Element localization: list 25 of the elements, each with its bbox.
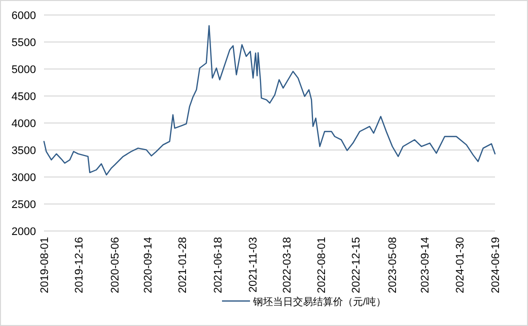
y-tick-label: 5000 bbox=[12, 64, 36, 76]
x-tick-label: 2022-12-15 bbox=[350, 237, 362, 294]
legend: 钢坯当日交易结算价（元/吨） bbox=[222, 297, 386, 308]
y-tick-label: 6000 bbox=[12, 10, 36, 22]
y-tick-label: 4000 bbox=[12, 118, 36, 130]
y-tick-label: 3500 bbox=[12, 145, 36, 157]
x-tick-label: 2021-06-18 bbox=[212, 237, 225, 294]
x-tick-label: 2022-08-01 bbox=[316, 237, 328, 294]
x-tick-label: 2019-08-01 bbox=[39, 237, 51, 294]
x-tick-label: 2023-09-14 bbox=[419, 237, 432, 294]
x-tick-label: 2019-12-16 bbox=[74, 237, 86, 294]
y-tick-label: 2500 bbox=[12, 199, 36, 211]
x-tick-label: 2020-05-06 bbox=[110, 237, 122, 294]
x-tick-label: 2024-01-30 bbox=[454, 237, 466, 294]
y-tick-label: 5500 bbox=[12, 37, 36, 49]
y-tick-label: 4500 bbox=[12, 91, 36, 103]
x-tick-label: 2020-09-14 bbox=[142, 237, 155, 294]
y-tick-label: 2000 bbox=[12, 226, 36, 238]
legend-label: 钢坯当日交易结算价（元/吨） bbox=[252, 296, 386, 308]
x-tick-label: 2021-01-28 bbox=[177, 237, 190, 294]
x-tick-label: 2022-03-18 bbox=[282, 237, 294, 294]
x-tick-label: 2021-11-03 bbox=[248, 237, 260, 292]
y-tick-label: 3000 bbox=[12, 172, 36, 184]
x-tick-label: 2023-05-08 bbox=[386, 237, 399, 294]
x-tick-label: 2024-06-19 bbox=[490, 237, 502, 294]
